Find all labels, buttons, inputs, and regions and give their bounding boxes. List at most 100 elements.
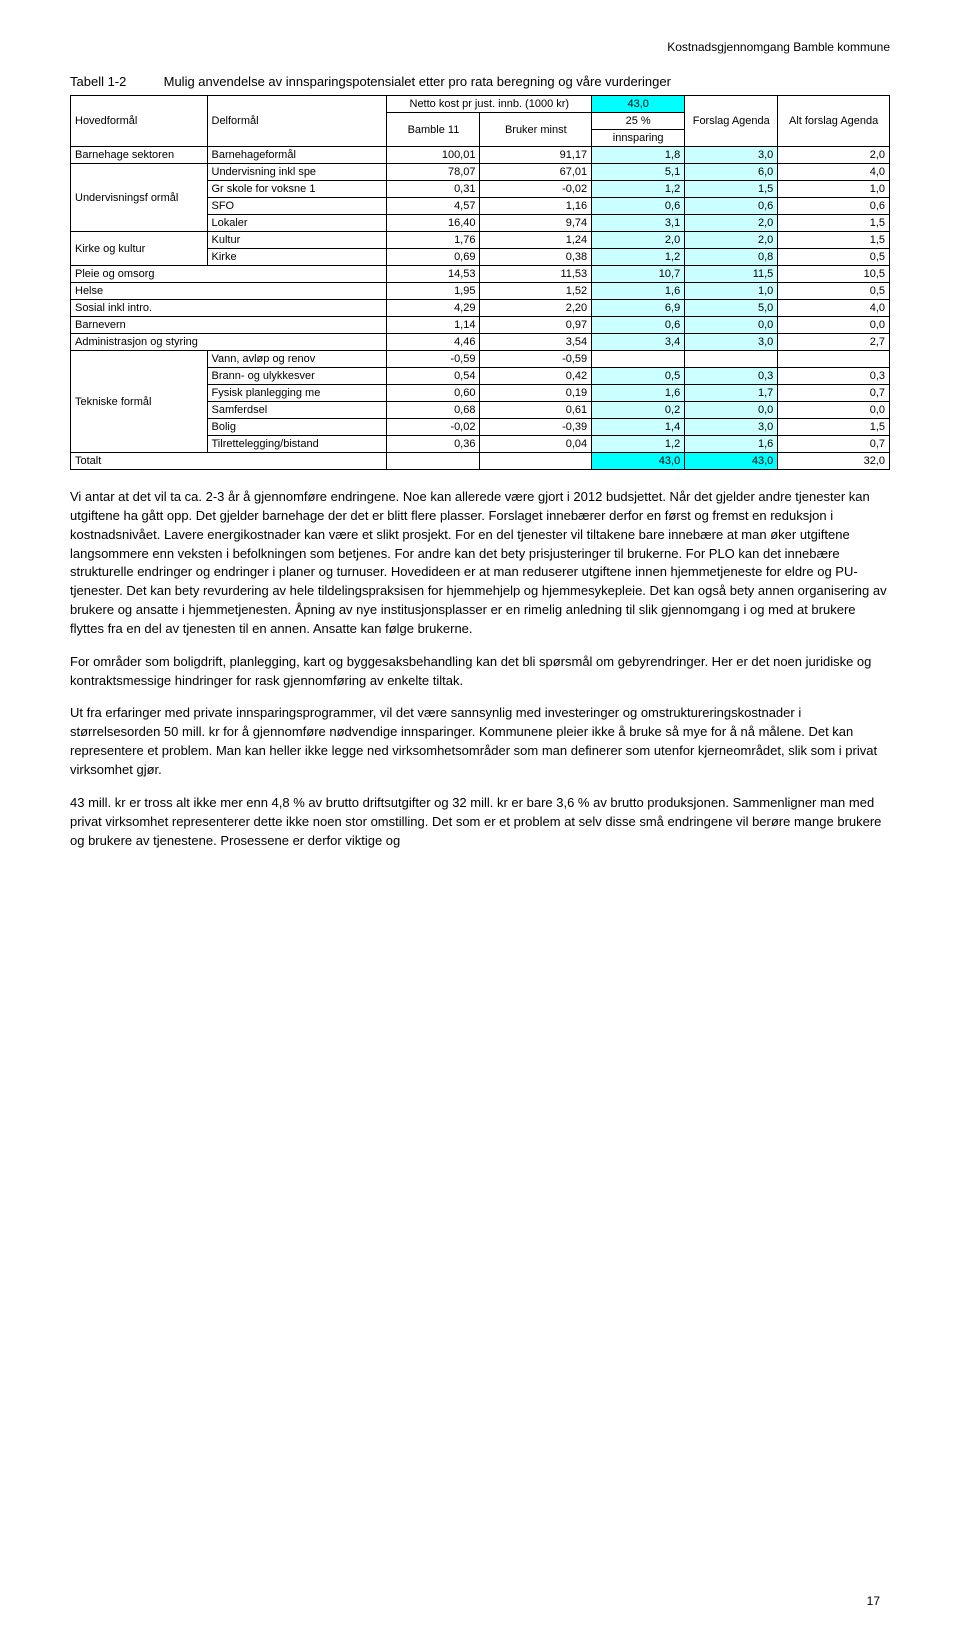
row-subhead: Kultur: [207, 232, 387, 249]
cell: 1,2: [592, 181, 685, 198]
cell: 0,36: [387, 436, 480, 453]
cell: 2,7: [778, 334, 890, 351]
cell: 2,20: [480, 300, 592, 317]
cell: 1,5: [778, 232, 890, 249]
cell: 43,0: [685, 453, 778, 470]
cell: [685, 351, 778, 368]
row-subhead: Vann, avløp og renov: [207, 351, 387, 368]
th-netto: Netto kost pr just. innb. (1000 kr): [387, 96, 592, 113]
cell: 5,0: [685, 300, 778, 317]
cell: 0,0: [778, 317, 890, 334]
cell: 3,0: [685, 334, 778, 351]
cell: 0,68: [387, 402, 480, 419]
cell: 1,8: [592, 147, 685, 164]
row-label: Pleie og omsorg: [71, 266, 387, 283]
row-subhead: Tilrettelegging/bistand: [207, 436, 387, 453]
cell: 0,5: [778, 249, 890, 266]
cell: 5,1: [592, 164, 685, 181]
cell: 10,5: [778, 266, 890, 283]
cell: 4,0: [778, 300, 890, 317]
table-row: Undervisningsf ormålUndervisning inkl sp…: [71, 164, 890, 181]
table-row: Barnehage sektorenBarnehageformål100,019…: [71, 147, 890, 164]
row-label: Sosial inkl intro.: [71, 300, 387, 317]
body-text: Vi antar at det vil ta ca. 2-3 år å gjen…: [70, 488, 890, 850]
cell: -0,02: [387, 419, 480, 436]
th-forslag: Forslag Agenda: [685, 96, 778, 147]
cell: 14,53: [387, 266, 480, 283]
cell: 1,6: [592, 385, 685, 402]
para-4: 43 mill. kr er tross alt ikke mer enn 4,…: [70, 794, 890, 851]
para-1: Vi antar at det vil ta ca. 2-3 år å gjen…: [70, 488, 890, 639]
cell: 0,6: [685, 198, 778, 215]
table-row: Barnevern1,140,970,60,00,0: [71, 317, 890, 334]
cell: 0,69: [387, 249, 480, 266]
cell: 43,0: [592, 453, 685, 470]
row-subhead: Gr skole for voksne 1: [207, 181, 387, 198]
th-bamble: Bamble 11: [387, 113, 480, 147]
cell: 10,7: [592, 266, 685, 283]
page-number: 17: [867, 1594, 880, 1608]
table-row: Helse1,951,521,61,00,5: [71, 283, 890, 300]
cell: 2,0: [778, 147, 890, 164]
table-row: Pleie og omsorg14,5311,5310,711,510,5: [71, 266, 890, 283]
table-row: Administrasjon og styring4,463,543,43,02…: [71, 334, 890, 351]
para-3: Ut fra erfaringer med private innsparing…: [70, 704, 890, 779]
cell: 3,54: [480, 334, 592, 351]
cell: 67,01: [480, 164, 592, 181]
row-head: Barnehage sektoren: [71, 147, 208, 164]
table-row: Sosial inkl intro.4,292,206,95,04,0: [71, 300, 890, 317]
cell: 0,3: [778, 368, 890, 385]
cell: 0,5: [592, 368, 685, 385]
cell: 1,76: [387, 232, 480, 249]
cell: 1,2: [592, 249, 685, 266]
table-number: Tabell 1-2: [70, 74, 160, 89]
cell: 1,6: [592, 283, 685, 300]
th-25pct: 25 %: [592, 113, 685, 130]
cell: 0,6: [592, 198, 685, 215]
cell: 1,4: [592, 419, 685, 436]
cell: 2,0: [685, 215, 778, 232]
cell: 0,0: [685, 402, 778, 419]
cell: 0,97: [480, 317, 592, 334]
cell: 1,5: [778, 215, 890, 232]
th-bruker: Bruker minst: [480, 113, 592, 147]
cell: 100,01: [387, 147, 480, 164]
cell: 6,0: [685, 164, 778, 181]
cell: 91,17: [480, 147, 592, 164]
cell: -0,39: [480, 419, 592, 436]
cell: 9,74: [480, 215, 592, 232]
row-subhead: SFO: [207, 198, 387, 215]
row-subhead: Barnehageformål: [207, 147, 387, 164]
th-43: 43,0: [592, 96, 685, 113]
cell: -0,59: [387, 351, 480, 368]
cell: 2,0: [592, 232, 685, 249]
table-title: Mulig anvendelse av innsparingspotensial…: [164, 74, 671, 89]
cell: [592, 351, 685, 368]
table-row: Totalt43,043,032,0: [71, 453, 890, 470]
row-subhead: Brann- og ulykkesver: [207, 368, 387, 385]
row-head: Kirke og kultur: [71, 232, 208, 266]
cell: 0,0: [778, 402, 890, 419]
cell: 0,60: [387, 385, 480, 402]
cell: 4,46: [387, 334, 480, 351]
th-alt: Alt forslag Agenda: [778, 96, 890, 147]
row-subhead: Undervisning inkl spe: [207, 164, 387, 181]
row-subhead: Kirke: [207, 249, 387, 266]
cell: 32,0: [778, 453, 890, 470]
cell: 0,42: [480, 368, 592, 385]
row-label: Barnevern: [71, 317, 387, 334]
cell: 16,40: [387, 215, 480, 232]
cell: 1,52: [480, 283, 592, 300]
row-label: Totalt: [71, 453, 387, 470]
row-subhead: Lokaler: [207, 215, 387, 232]
th-hoved: Hovedformål: [71, 96, 208, 147]
cell: 78,07: [387, 164, 480, 181]
cell: [480, 453, 592, 470]
cell: 0,7: [778, 385, 890, 402]
cell: 1,14: [387, 317, 480, 334]
cell: 4,57: [387, 198, 480, 215]
row-subhead: Bolig: [207, 419, 387, 436]
table-row: Kirke og kulturKultur1,761,242,02,01,5: [71, 232, 890, 249]
cell: 3,4: [592, 334, 685, 351]
cell: 0,0: [685, 317, 778, 334]
